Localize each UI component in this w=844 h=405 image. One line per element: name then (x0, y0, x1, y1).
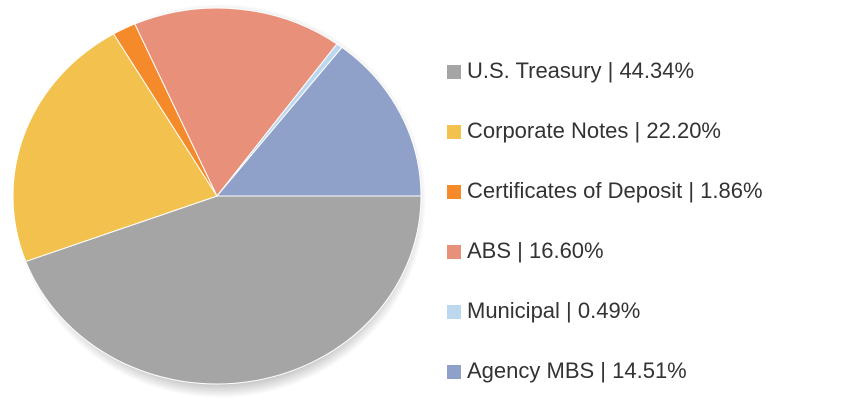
legend-swatch (447, 185, 461, 199)
legend-value: 44.34% (619, 58, 694, 83)
legend-name: ABS (467, 238, 511, 263)
legend-swatch (447, 365, 461, 379)
legend-name: Municipal (467, 298, 560, 323)
legend-swatch (447, 245, 461, 259)
legend-separator: | (628, 118, 646, 143)
legend-value: 22.20% (646, 118, 721, 143)
legend-label: U.S. Treasury | 44.34% (467, 58, 694, 83)
legend-label: Agency MBS | 14.51% (467, 358, 687, 383)
legend-value: 14.51% (612, 358, 687, 383)
legend: U.S. Treasury | 44.34% Corporate Notes | … (447, 58, 763, 383)
legend-swatch (447, 65, 461, 79)
legend-value: 1.86% (700, 178, 762, 203)
legend-separator: | (511, 238, 529, 263)
legend-swatch (447, 305, 461, 319)
legend-value: 0.49% (578, 298, 640, 323)
legend-label: Corporate Notes | 22.20% (467, 118, 721, 143)
legend-separator: | (601, 58, 619, 83)
legend-separator: | (560, 298, 578, 323)
pie-slice (25, 195, 422, 385)
legend-swatch (447, 125, 461, 139)
pie-slice (134, 7, 338, 197)
legend-separator: | (682, 178, 700, 203)
legend-label: ABS | 16.60% (467, 238, 604, 263)
legend-label: Municipal | 0.49% (467, 298, 640, 323)
legend-value: 16.60% (529, 238, 604, 263)
legend-separator: | (594, 358, 612, 383)
legend-name: Corporate Notes (467, 118, 628, 143)
legend-name: Agency MBS (467, 358, 594, 383)
legend-name: Certificates of Deposit (467, 178, 682, 203)
legend-name: U.S. Treasury (467, 58, 601, 83)
legend-label: Certificates of Deposit | 1.86% (467, 178, 763, 203)
pie (12, 7, 422, 385)
pie-slice (12, 33, 218, 263)
pie-slice (215, 46, 422, 197)
